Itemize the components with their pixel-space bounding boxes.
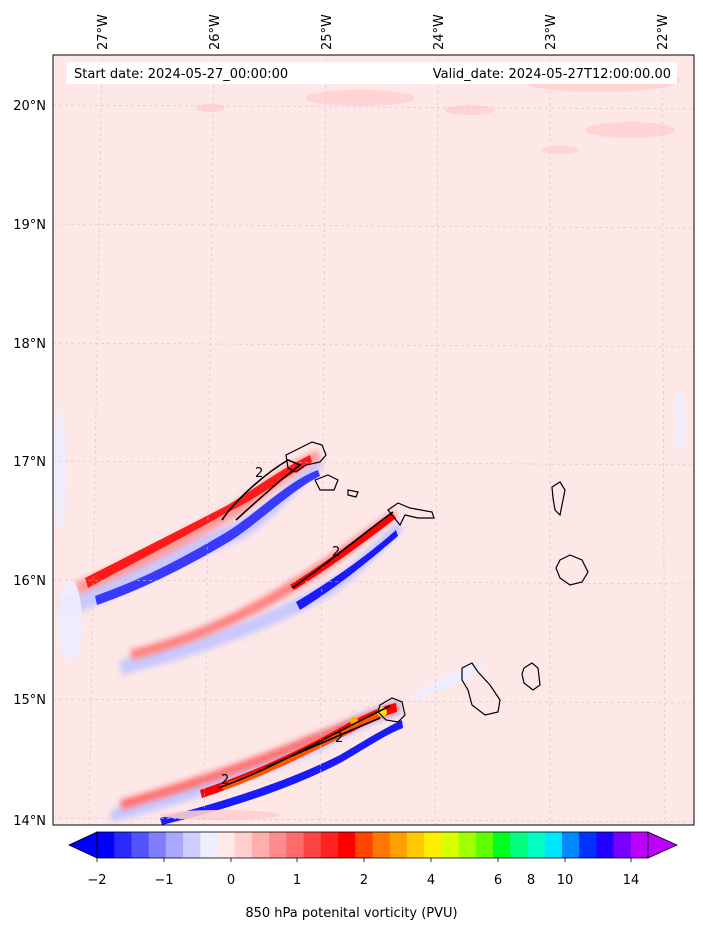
island-outlines — [285, 441, 589, 723]
colorbar-segment — [251, 832, 270, 858]
island-fogo — [377, 697, 406, 723]
colorbar-tick: 6 — [494, 873, 502, 888]
lon-label: 22°W — [656, 14, 671, 50]
colorbar-ticks: −2 −1 0 1 2 4 6 8 10 14 — [87, 873, 639, 888]
colorbar-tick: 0 — [227, 873, 235, 888]
colorbar-segment — [131, 832, 150, 858]
contour-label: 2 — [332, 545, 340, 560]
colorbar-segment — [389, 832, 408, 858]
island-boa-vista — [555, 554, 589, 586]
map-background — [53, 55, 694, 825]
colorbar-segment — [561, 832, 580, 858]
colorbar-segment — [234, 832, 253, 858]
colorbar-segment — [320, 832, 339, 858]
lat-label: 16°N — [13, 574, 46, 589]
colorbar — [68, 831, 678, 862]
colorbar-tick: 4 — [427, 873, 435, 888]
contour-label: 2 — [335, 731, 343, 746]
lat-label: 14°N — [13, 814, 46, 829]
colorbar-segment — [630, 832, 649, 858]
lon-label: 25°W — [320, 14, 335, 50]
colorbar-segment — [406, 832, 425, 858]
colorbar-tick: 14 — [623, 873, 640, 888]
island-maio — [521, 662, 541, 691]
colorbar-extend-max — [647, 831, 678, 859]
longitude-labels: 27°W 26°W 25°W 24°W 23°W 22°W — [96, 14, 671, 50]
island-sao-vicente — [314, 474, 339, 491]
lat-label: 18°N — [13, 337, 46, 352]
colorbar-segment — [165, 832, 184, 858]
island-sao-nicolau — [387, 502, 435, 527]
colorbar-segment — [510, 832, 528, 858]
band-north — [60, 450, 322, 620]
lon-label: 26°W — [208, 14, 223, 50]
colorbar-segment — [527, 832, 546, 858]
contour-labels: 2 2 2 2 — [221, 466, 343, 788]
colorbar-title: 850 hPa potenital vorticity (PVU) — [245, 906, 458, 921]
start-date: Start date: 2024-05-27_00:00:00 — [74, 67, 288, 82]
colorbar-extend-min — [68, 831, 98, 859]
colorbar-tick: 2 — [360, 873, 368, 888]
colorbar-segment — [114, 832, 132, 858]
colorbar-segment — [286, 832, 305, 858]
colorbar-tick: 8 — [527, 873, 535, 888]
valid-date: Valid_date: 2024-05-27T12:00:00.00 — [433, 67, 671, 82]
contour-lines — [217, 459, 394, 789]
island-santo-antao — [285, 441, 327, 473]
colorbar-tick: −1 — [154, 873, 173, 888]
colorbar-tick: 1 — [293, 873, 301, 888]
colorbar-segment — [217, 832, 236, 858]
header-box — [67, 62, 677, 84]
colorbar-segment — [200, 832, 219, 858]
lon-label: 23°W — [544, 14, 559, 50]
gridlines — [52, 54, 695, 826]
lat-label: 17°N — [13, 455, 46, 470]
colorbar-segment — [544, 832, 563, 858]
colorbar-segment — [97, 832, 115, 858]
colorbar-segment — [338, 832, 356, 858]
island-santa-luzia — [347, 489, 359, 498]
colorbar-segment — [613, 832, 632, 858]
latitude-labels: 20°N 19°N 18°N 17°N 16°N 15°N 14°N — [13, 99, 46, 829]
colorbar-tick: −2 — [87, 873, 106, 888]
colorbar-segment — [303, 832, 322, 858]
island-santiago — [461, 662, 501, 716]
plot-frame — [52, 54, 695, 826]
colorbar-segment — [183, 832, 201, 858]
lat-label: 15°N — [13, 693, 46, 708]
lon-label: 27°W — [96, 14, 111, 50]
colorbar-segment — [441, 832, 460, 858]
faint-streaks — [54, 390, 685, 820]
colorbar-segment — [355, 832, 373, 858]
lon-label: 24°W — [432, 14, 447, 50]
colorbar-segment — [372, 832, 391, 858]
colorbar-segment — [475, 832, 494, 858]
colorbar-segment — [579, 832, 597, 858]
colorbar-segment — [458, 832, 477, 858]
colorbar-segment — [424, 832, 442, 858]
colorbar-segment — [493, 832, 511, 858]
colorbar-segment — [148, 832, 167, 858]
colorbar-segment — [269, 832, 287, 858]
lat-label: 19°N — [13, 218, 46, 233]
contour-label: 2 — [255, 466, 263, 481]
lat-label: 20°N — [13, 99, 46, 114]
contour-label: 2 — [221, 773, 229, 788]
colorbar-tick: 10 — [557, 873, 574, 888]
colorbar-segment — [596, 832, 615, 858]
colorbar-frame — [96, 831, 649, 859]
island-sal — [551, 481, 566, 517]
